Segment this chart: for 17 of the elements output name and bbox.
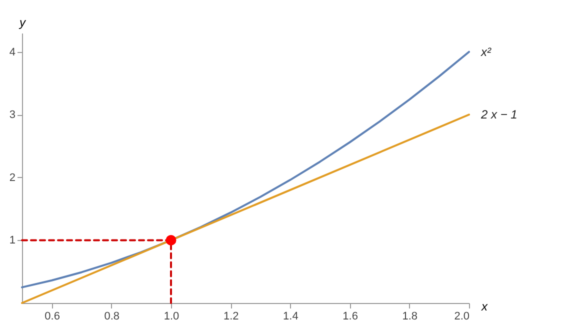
series-label: 2 x − 1	[480, 108, 518, 122]
y-tick-label: 4	[9, 46, 16, 58]
series-label: x²	[480, 44, 492, 59]
y-tick-label: 1	[9, 234, 16, 247]
x-tick-label: 1.2	[223, 310, 239, 322]
y-axis-title: y	[18, 16, 26, 30]
y-tick-label: 3	[9, 109, 16, 122]
y-tick-label: 2	[9, 172, 16, 184]
x-tick-label: 0.8	[104, 310, 120, 322]
x-tick-label: 1.8	[402, 310, 418, 322]
x-tick-label: 0.6	[44, 310, 60, 322]
x-tick-label: 1.4	[283, 310, 298, 322]
x-tick-label: 2.0	[454, 310, 470, 322]
x-axis-title: x	[480, 300, 488, 314]
line-series	[21, 50, 470, 288]
x-tick-label: 1.0	[164, 310, 180, 322]
x-tick-label: 1.6	[342, 310, 358, 322]
